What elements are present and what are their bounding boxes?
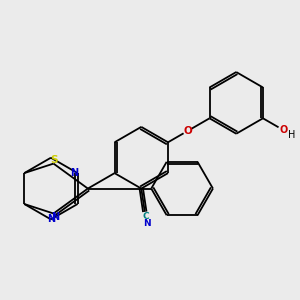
Text: N: N [70,168,78,178]
Text: N: N [47,214,55,224]
Text: N: N [52,212,60,222]
Text: C: C [142,212,149,221]
Text: N: N [143,219,150,228]
Text: O: O [184,126,192,136]
Text: O: O [280,125,288,135]
Text: H: H [288,130,295,140]
Text: S: S [51,155,58,165]
